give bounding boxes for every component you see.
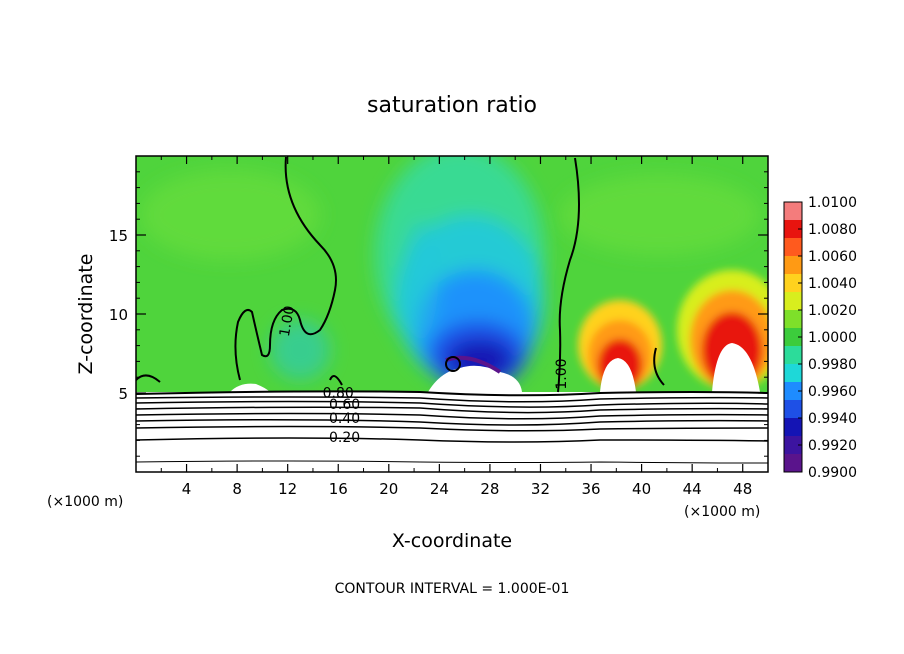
colorbar-swatch	[784, 382, 802, 401]
colorbar-tick-label: 0.9980	[808, 357, 857, 373]
x-axis: 4 8 12 16 20 24 28 32 36 40 44 48	[160, 156, 752, 498]
y-tick-label: 15	[109, 227, 128, 245]
colorbar-swatch	[784, 238, 802, 257]
y-tick-label: 10	[109, 306, 128, 324]
plot-area: 1.00 1.00 0.800.600.40 0.20	[136, 156, 768, 472]
colorbar-tick-label: 1.0060	[808, 249, 857, 265]
colorbar-swatch	[784, 346, 802, 365]
colorbar-tick-label: 0.9940	[808, 411, 857, 427]
colorbar-tick-label: 1.0080	[808, 222, 857, 238]
y-axis-title: Z-coordinate	[75, 254, 97, 375]
colorbar-tick-label: 0.9900	[808, 465, 857, 481]
lower-contours	[136, 390, 768, 464]
x-tick-label: 32	[531, 480, 550, 498]
contour-1-00	[136, 156, 665, 393]
colorbar-swatch	[784, 328, 802, 347]
colorbar-swatch	[784, 436, 802, 455]
contour-label: 1.00	[277, 304, 298, 337]
x-tick-label: 40	[632, 480, 651, 498]
colorbar-swatch	[784, 202, 802, 221]
colorbar-swatch	[784, 256, 802, 275]
colorbar-swatch	[784, 292, 802, 311]
colorbar-tick-label: 0.9960	[808, 384, 857, 400]
x-tick-label: 20	[379, 480, 398, 498]
x-tick-label: 8	[232, 480, 242, 498]
contour-label: 1.00	[554, 358, 570, 389]
x-tick-label: 4	[182, 480, 192, 498]
colorbar-tick-label: 1.0000	[808, 330, 857, 346]
x-tick-label: 12	[278, 480, 297, 498]
x-tick-label: 16	[329, 480, 348, 498]
colorbar-swatch	[784, 310, 802, 329]
x-tick-label: 36	[581, 480, 600, 498]
x-tick-label: 44	[683, 480, 702, 498]
colorbar: 1.0100 1.0080 1.0060 1.0040 1.0020 1.0000 0.99…	[783, 195, 857, 481]
x-axis-title: X-coordinate	[392, 530, 512, 552]
x-tick-label: 48	[733, 480, 752, 498]
colorbar-tick-label: 1.0100	[808, 195, 857, 211]
colorbar-swatch	[784, 454, 802, 473]
colorbar-swatch	[784, 418, 802, 437]
x-tick-label: 28	[480, 480, 499, 498]
contour-label: 0.80	[323, 386, 354, 402]
colorbar-swatch	[784, 220, 802, 239]
x-unit-left: (×1000 m)	[47, 494, 123, 510]
x-tick-label: 24	[430, 480, 449, 498]
colorbar-swatch	[784, 364, 802, 383]
contour-interval-note: CONTOUR INTERVAL = 1.000E-01	[335, 581, 570, 597]
y-tick-label: 5	[118, 385, 128, 403]
colorbar-swatch	[784, 274, 802, 293]
contour-label: 0.20	[329, 430, 360, 446]
colorbar-swatch	[784, 400, 802, 419]
colorbar-tick-label: 1.0040	[808, 276, 857, 292]
contour-label: 0.40	[329, 411, 360, 427]
colorbar-tick-label: 0.9920	[808, 438, 857, 454]
contour-label: 0.60	[329, 397, 360, 413]
x-unit-right: (×1000 m)	[684, 504, 760, 520]
colorbar-tick-label: 1.0020	[808, 303, 857, 319]
y-axis: 5 10 15	[109, 171, 768, 457]
chart-title: saturation ratio	[367, 93, 537, 118]
contour-labels: 1.00 1.00 0.800.600.40 0.20	[277, 304, 570, 446]
